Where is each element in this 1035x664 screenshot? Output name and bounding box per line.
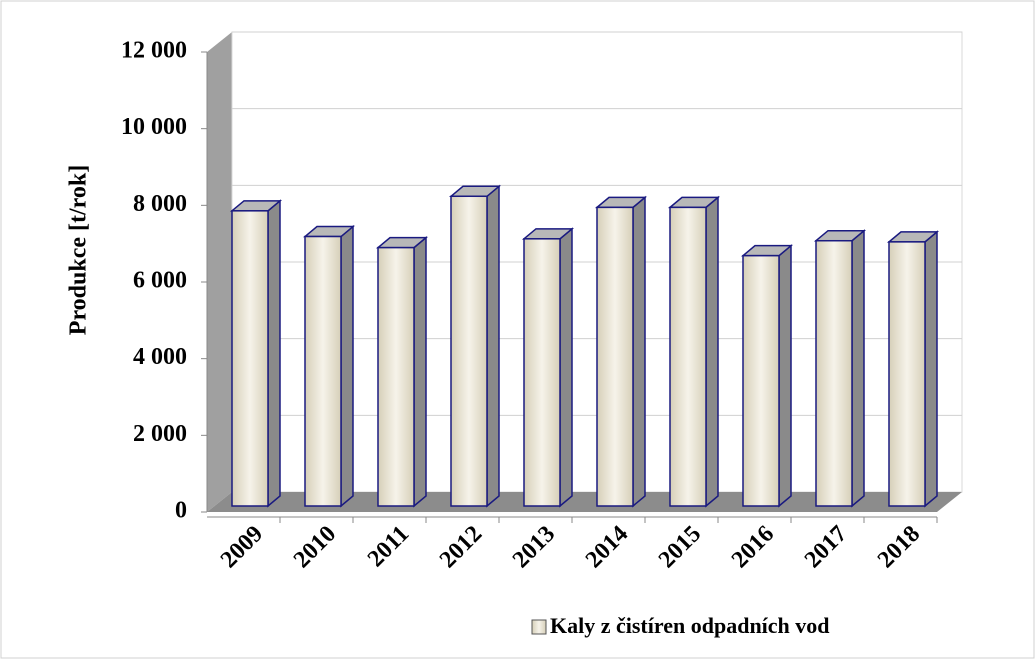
y-tick-label: 8 000 (133, 191, 187, 217)
bar (742, 254, 780, 507)
bar-side (778, 244, 792, 508)
bar-side (632, 195, 646, 508)
bar (450, 195, 488, 507)
bar (304, 235, 342, 507)
y-tick-label: 2 000 (133, 421, 187, 447)
bar-side (413, 236, 427, 508)
y-tick-label: 0 (175, 498, 187, 524)
legend-swatch (531, 619, 547, 635)
bar-side (705, 195, 719, 508)
y-tick-label: 10 000 (121, 114, 187, 140)
bar (815, 239, 853, 507)
side-wall (207, 32, 232, 512)
bar-side (924, 230, 938, 508)
bar (231, 210, 269, 507)
bar-side (559, 227, 573, 508)
bar-side (267, 199, 281, 508)
bar (669, 206, 707, 507)
y-axis-title: Produkce [t/rok] (66, 165, 92, 335)
y-tick-label: 12 000 (121, 38, 187, 64)
y-tick-label: 4 000 (133, 344, 187, 370)
bar-side (486, 184, 500, 508)
bar (523, 238, 561, 507)
bar (596, 206, 634, 507)
bar (888, 241, 926, 507)
bar (377, 246, 415, 507)
bar-side (851, 229, 865, 508)
legend-label: Kaly z čistíren odpadních vod (550, 613, 830, 638)
bar-side (340, 224, 354, 508)
y-tick-label: 6 000 (133, 268, 187, 294)
